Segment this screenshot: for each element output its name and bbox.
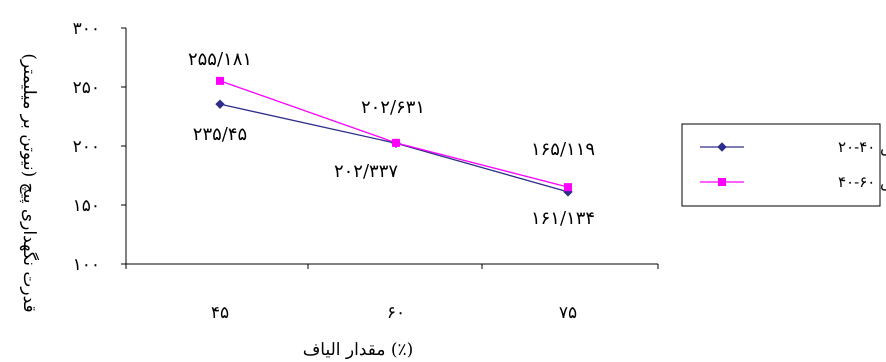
y-tick-label: ۱۰۰ xyxy=(73,255,100,275)
legend: مش ۴۰-۲۰ مش ۶۰-۴۰ xyxy=(681,123,886,207)
legend-label: مش ۶۰-۴۰ xyxy=(838,173,886,191)
data-label: ۱۶۱/۱۳۴ xyxy=(531,208,595,229)
data-label: ۲۰۲/۳۳۷ xyxy=(334,161,398,182)
data-point xyxy=(564,183,572,192)
x-axis-title: مقدار الیاف (٪) xyxy=(303,340,414,360)
y-tick-label: ۱۵۰ xyxy=(73,196,100,216)
y-tick-label: ۲۰۰ xyxy=(73,137,100,157)
x-tick-label: ۶۰ xyxy=(387,303,405,323)
data-label: ۱۶۵/۱۱۹ xyxy=(531,139,595,160)
data-label: ۲۰۲/۶۳۱ xyxy=(361,97,425,118)
x-tick-label: ۴۵ xyxy=(211,303,229,323)
x-tick-label: ۷۵ xyxy=(559,303,577,323)
y-tick-label: ۳۰۰ xyxy=(73,19,100,39)
data-labels: ۲۳۵/۴۵ ۲۰۲/۳۳۷ ۱۶۱/۱۳۴ ۲۵۵/۱۸۱ ۲۰۲/۶۳۱ ۱۶۵/۱۱… xyxy=(188,49,595,229)
data-point xyxy=(215,99,225,109)
legend-marker xyxy=(718,178,726,186)
legend-marker xyxy=(717,142,727,152)
data-label: ۲۵۵/۱۸۱ xyxy=(188,49,252,70)
data-label: ۲۳۵/۴۵ xyxy=(193,124,247,145)
x-axis-ticks: ۴۵ ۶۰ ۷۵ xyxy=(125,264,659,323)
legend-box xyxy=(681,123,881,207)
y-axis-ticks: ۱۰۰ ۱۵۰ ۲۰۰ ۲۵۰ ۳۰۰ xyxy=(73,19,126,275)
data-point xyxy=(216,76,224,85)
y-axis-title: قدرت نگهداری پیچ (نیوتن بر میلیمتر) xyxy=(19,53,40,312)
data-point xyxy=(392,138,400,147)
y-tick-label: ۲۵۰ xyxy=(73,78,100,98)
legend-label: مش ۴۰-۲۰ xyxy=(838,138,886,156)
series-markers xyxy=(215,76,573,197)
